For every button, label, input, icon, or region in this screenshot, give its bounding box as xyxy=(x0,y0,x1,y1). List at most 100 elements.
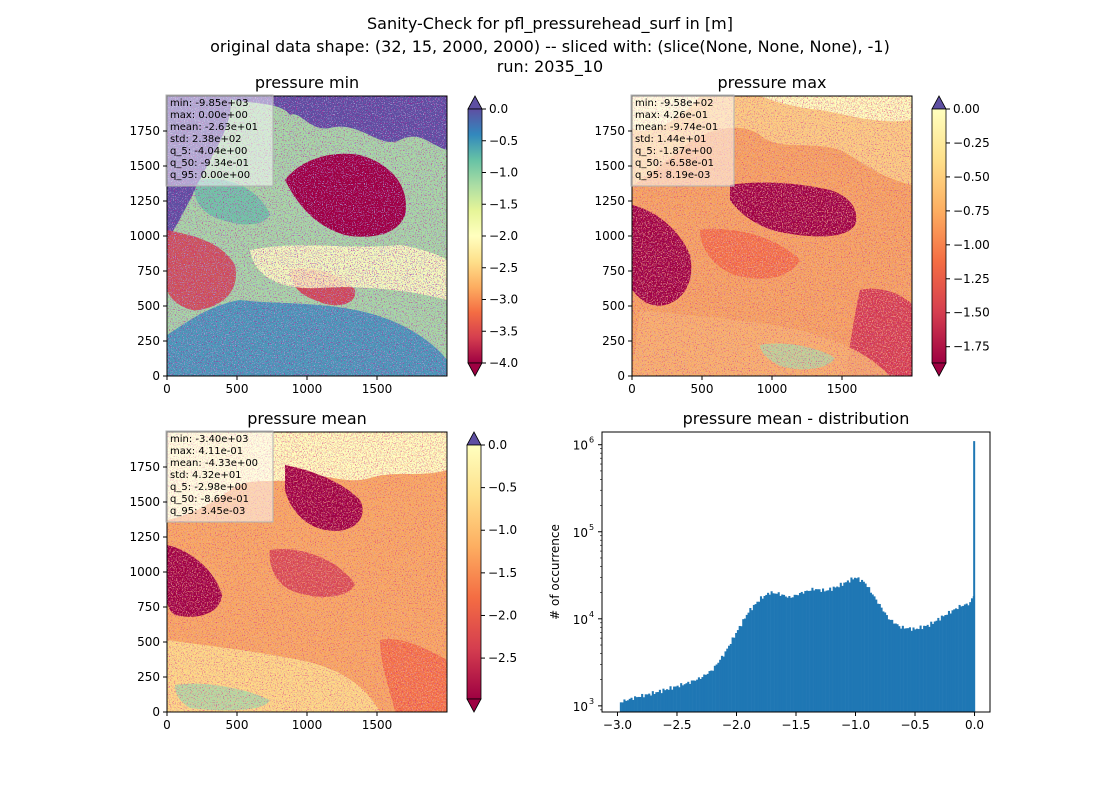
histogram-bar xyxy=(770,591,773,712)
histogram-bar xyxy=(825,590,828,712)
stats-line: min: -3.40e+03 xyxy=(170,434,249,445)
y-tick-label: 10 xyxy=(573,439,588,453)
y-tick-exponent: 3 xyxy=(589,697,594,706)
histogram-bar xyxy=(651,691,654,712)
histogram-bar xyxy=(924,625,927,712)
histogram-bar xyxy=(687,681,690,712)
histogram-bar xyxy=(765,594,768,712)
x-tick-label: −0.5 xyxy=(900,718,929,732)
y-tick-label: 1000 xyxy=(594,229,625,243)
histogram-bar xyxy=(722,656,725,712)
colorbar-tick-label: 0.0 xyxy=(488,438,507,452)
y-tick-label: 250 xyxy=(137,670,160,684)
y-tick-exponent: 4 xyxy=(589,610,594,619)
histogram-bar xyxy=(768,594,771,712)
histogram-bar xyxy=(692,680,695,712)
y-tick-label: 750 xyxy=(602,264,625,278)
histogram-bar xyxy=(811,587,814,712)
histogram-bar xyxy=(779,595,782,712)
histogram-bar xyxy=(743,618,747,712)
stats-line: mean: -4.33e+00 xyxy=(170,458,258,469)
stats-line: max: 4.11e-01 xyxy=(170,446,243,457)
histogram-bar xyxy=(930,621,933,712)
y-tick-label: 10 xyxy=(573,613,588,627)
histogram-bars xyxy=(619,441,976,712)
histogram-bar xyxy=(921,629,924,712)
stats-line: std: 2.38e+02 xyxy=(170,134,242,145)
histogram-bar xyxy=(756,601,759,712)
histogram-bar xyxy=(646,694,649,712)
x-tick-label: 0.0 xyxy=(965,718,984,732)
histogram-bar xyxy=(926,624,929,712)
colorbar-ticks: 0.0 −0.5 −1.0 −1.5 −2.0 −2.5 xyxy=(481,438,517,665)
histogram-bar xyxy=(641,693,644,712)
histogram-bar xyxy=(935,620,938,712)
x-tick-label: 0 xyxy=(163,382,171,396)
y-tick-label: 500 xyxy=(137,299,160,313)
stats-line: std: 4.32e+01 xyxy=(170,470,242,481)
histogram-bar xyxy=(928,626,931,712)
histogram-bar xyxy=(939,620,942,712)
histogram-bar xyxy=(740,626,743,712)
histogram-bar xyxy=(809,590,812,712)
histogram-bar xyxy=(621,702,624,712)
histogram-bar xyxy=(940,615,943,712)
histogram-bar xyxy=(892,623,896,712)
histogram-bar xyxy=(648,693,651,712)
stats-line: q_95: 3.45e-03 xyxy=(170,506,245,517)
histogram-bar xyxy=(898,626,901,712)
panel-title: pressure mean xyxy=(247,409,367,428)
histogram-bar xyxy=(729,643,732,712)
y-tick-label: 1750 xyxy=(129,124,160,138)
histogram-bar xyxy=(644,694,647,712)
x-tick-label: 1500 xyxy=(362,382,393,396)
colorbar-gradient xyxy=(931,108,947,364)
histogram-bar xyxy=(916,628,919,712)
histogram-bar xyxy=(735,632,738,712)
histogram-bar xyxy=(630,697,633,712)
histogram-bar xyxy=(880,607,883,712)
colorbar-tick-label: −0.5 xyxy=(488,481,517,495)
histogram-bar xyxy=(947,610,951,712)
histogram-bar xyxy=(703,674,706,712)
y-tick-label: 1750 xyxy=(129,460,160,474)
colorbar-tick-label: −2.5 xyxy=(488,651,517,665)
histogram-bar xyxy=(866,587,869,712)
histogram-bar xyxy=(781,594,784,712)
histogram-bar xyxy=(775,593,778,712)
x-axis-ticks: −3.0 −2.5 −2.0 −1.5 −1.0 −0.5 0.0 xyxy=(603,712,984,732)
histogram-bar xyxy=(658,689,661,712)
histogram-bar xyxy=(800,591,803,712)
histogram-bar xyxy=(965,603,968,712)
histogram-bar xyxy=(818,589,821,712)
colorbar-tick-label: −1.5 xyxy=(489,197,518,211)
histogram-bar xyxy=(777,592,780,712)
histogram-bar xyxy=(958,604,961,712)
y-tick-exponent: 5 xyxy=(589,523,594,532)
histogram-bar xyxy=(820,591,823,712)
histogram-bar xyxy=(878,603,881,712)
x-tick-label: −2.0 xyxy=(722,718,751,732)
histogram-bar xyxy=(713,665,716,712)
histogram-bar xyxy=(845,582,848,712)
y-axis-ticks: 0 250 500 750 1000 1250 1500 1750 xyxy=(594,124,632,383)
histogram-bar xyxy=(876,603,880,712)
colorbar: 0.0 −0.5 −1.0 −1.5 −2.0 −2.5 −3.0 −3.5 −4.0 xyxy=(467,95,518,377)
histogram-bar xyxy=(843,582,846,712)
colorbar-tick-label: −0.75 xyxy=(953,204,990,218)
histogram-bar xyxy=(793,594,796,712)
colorbar-tick-label: −1.75 xyxy=(953,340,990,354)
histogram-bar xyxy=(674,686,677,712)
histogram-bar xyxy=(869,592,872,712)
histogram-bar xyxy=(619,702,622,712)
y-tick-label: 1250 xyxy=(129,530,160,544)
histogram-bar xyxy=(625,700,628,712)
histogram-bar xyxy=(839,582,842,712)
stats-line: q_50: -8.69e-01 xyxy=(170,494,249,505)
x-tick-label: 0 xyxy=(163,718,171,732)
histogram-bar xyxy=(689,683,692,712)
histogram-bar xyxy=(699,678,702,712)
